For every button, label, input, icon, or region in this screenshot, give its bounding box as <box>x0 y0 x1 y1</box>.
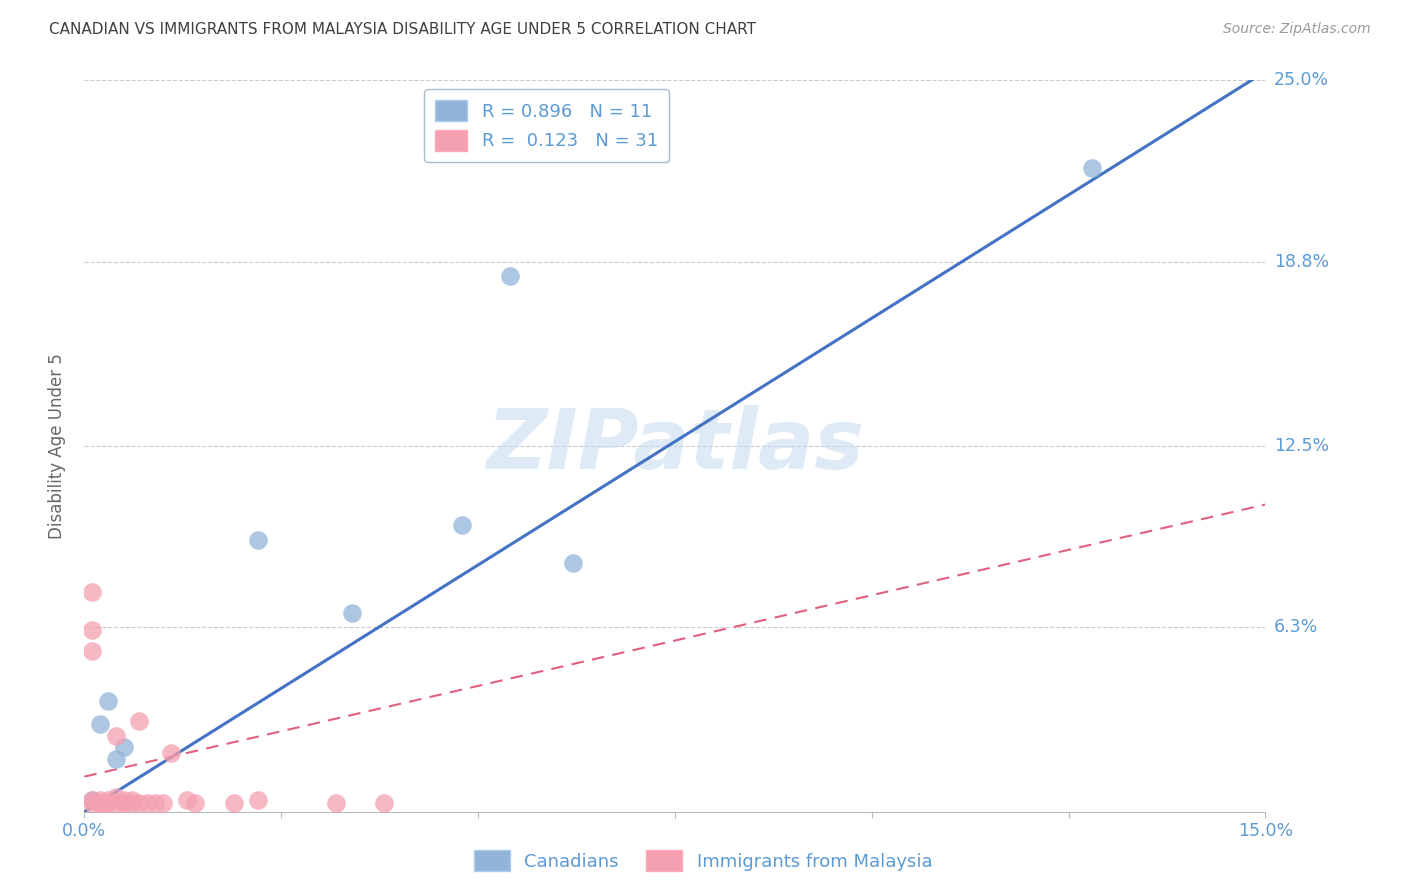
Point <box>89 796 111 810</box>
Point <box>340 606 363 620</box>
Text: 6.3%: 6.3% <box>1274 618 1317 636</box>
Point <box>112 740 135 755</box>
Point <box>82 644 104 658</box>
Point <box>451 518 474 533</box>
Point <box>373 796 395 810</box>
Point <box>1081 161 1104 175</box>
Point <box>325 796 347 810</box>
Text: 25.0%: 25.0% <box>1274 71 1329 89</box>
Point <box>104 752 127 766</box>
Point <box>128 796 150 810</box>
Point <box>222 796 245 810</box>
Text: ZIPatlas: ZIPatlas <box>486 406 863 486</box>
Point <box>104 796 127 810</box>
Point <box>112 796 135 810</box>
Point <box>82 585 104 599</box>
Point <box>143 796 166 810</box>
Point <box>128 714 150 728</box>
Point <box>176 793 198 807</box>
Point <box>97 796 120 810</box>
Point <box>121 796 143 810</box>
Point <box>246 533 269 547</box>
Point <box>246 793 269 807</box>
Point <box>183 796 205 810</box>
Point <box>82 796 104 810</box>
Point <box>97 693 120 707</box>
Point <box>112 796 135 810</box>
Point <box>136 796 159 810</box>
Point <box>160 746 183 760</box>
Text: CANADIAN VS IMMIGRANTS FROM MALAYSIA DISABILITY AGE UNDER 5 CORRELATION CHART: CANADIAN VS IMMIGRANTS FROM MALAYSIA DIS… <box>49 22 756 37</box>
Point <box>82 793 104 807</box>
Point <box>82 624 104 638</box>
Point <box>82 793 104 807</box>
Text: Source: ZipAtlas.com: Source: ZipAtlas.com <box>1223 22 1371 37</box>
Point <box>97 793 120 807</box>
Legend: R = 0.896   N = 11, R =  0.123   N = 31: R = 0.896 N = 11, R = 0.123 N = 31 <box>425 89 669 161</box>
Point <box>104 729 127 743</box>
Point <box>112 793 135 807</box>
Text: 12.5%: 12.5% <box>1274 437 1329 455</box>
Point <box>121 793 143 807</box>
Y-axis label: Disability Age Under 5: Disability Age Under 5 <box>48 353 66 539</box>
Point <box>89 793 111 807</box>
Point <box>97 796 120 810</box>
Point <box>561 556 583 570</box>
Point <box>498 269 520 284</box>
Point <box>104 790 127 805</box>
Text: 18.8%: 18.8% <box>1274 252 1329 270</box>
Legend: Canadians, Immigrants from Malaysia: Canadians, Immigrants from Malaysia <box>467 843 939 879</box>
Point <box>89 717 111 731</box>
Point <box>89 796 111 810</box>
Point <box>152 796 174 810</box>
